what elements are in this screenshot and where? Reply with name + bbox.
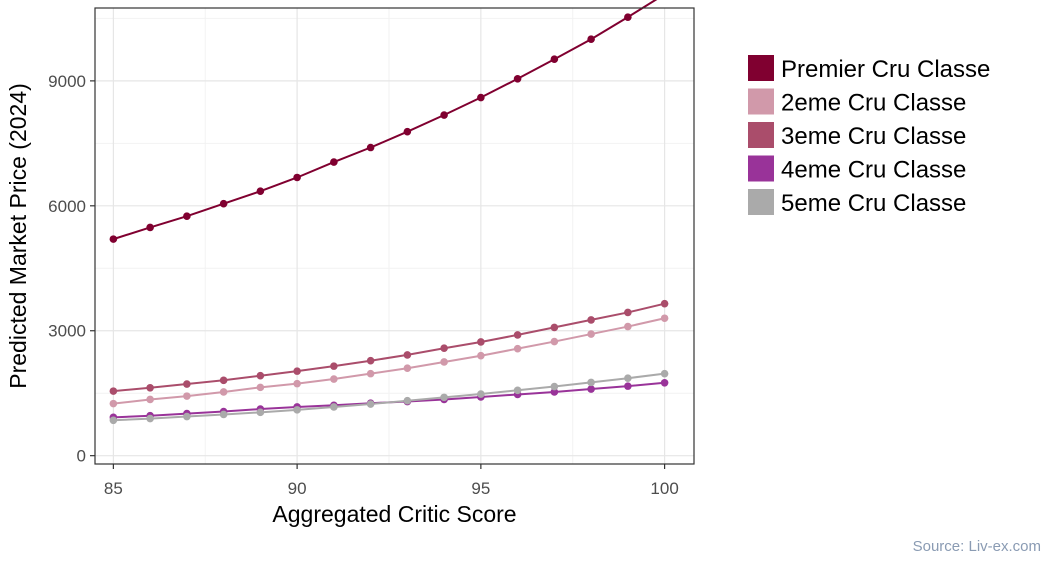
legend-key bbox=[748, 88, 774, 115]
data-point bbox=[513, 344, 522, 353]
data-point bbox=[256, 408, 265, 417]
data-point bbox=[109, 399, 118, 408]
data-point bbox=[660, 299, 669, 308]
legend-label: 3eme Cru Classe bbox=[781, 123, 966, 150]
data-point bbox=[109, 235, 118, 243]
grid bbox=[95, 8, 694, 464]
data-point bbox=[477, 351, 485, 360]
data-point bbox=[513, 386, 522, 395]
data-point bbox=[440, 393, 448, 402]
data-point bbox=[440, 344, 448, 353]
data-point bbox=[660, 378, 669, 387]
data-point bbox=[440, 111, 448, 119]
data-point bbox=[550, 323, 559, 332]
data-point bbox=[587, 385, 595, 393]
panel-border bbox=[94, 7, 695, 465]
data-point bbox=[513, 74, 522, 83]
data-point bbox=[146, 223, 154, 232]
legend-key bbox=[748, 55, 774, 81]
data-point bbox=[366, 369, 375, 378]
data-point bbox=[587, 330, 595, 338]
series-line-0 bbox=[113, 0, 658, 241]
y-tick-label: 3000 bbox=[48, 322, 86, 341]
data-point bbox=[550, 337, 559, 346]
data-point bbox=[624, 374, 632, 383]
y-tick-label: 0 bbox=[77, 447, 86, 466]
data-point bbox=[293, 367, 301, 375]
x-tick-label: 90 bbox=[288, 479, 307, 498]
data-point bbox=[513, 331, 522, 339]
data-point bbox=[219, 199, 228, 208]
data-point bbox=[183, 380, 191, 388]
data-point bbox=[587, 316, 595, 324]
data-point bbox=[219, 410, 228, 419]
data-point bbox=[293, 406, 301, 414]
legend-key bbox=[748, 122, 774, 148]
data-point bbox=[330, 375, 338, 383]
data-point bbox=[366, 143, 375, 152]
data-point bbox=[587, 378, 595, 387]
series-lines bbox=[113, 0, 665, 422]
data-point bbox=[550, 55, 559, 64]
data-point bbox=[624, 382, 632, 390]
legend-label: 4eme Cru Classe bbox=[781, 157, 966, 184]
legend-key bbox=[748, 189, 774, 215]
data-point bbox=[624, 322, 632, 331]
data-point bbox=[183, 392, 191, 400]
data-point bbox=[403, 396, 412, 405]
x-tick-label: 85 bbox=[104, 479, 123, 498]
data-point bbox=[403, 351, 412, 359]
data-point bbox=[256, 187, 265, 196]
data-point bbox=[440, 358, 448, 366]
data-point bbox=[183, 412, 191, 421]
y-axis-title: Predicted Market Price (2024) bbox=[5, 83, 31, 389]
legend-label: Premier Cru Classe bbox=[781, 56, 990, 83]
x-tick-label: 95 bbox=[471, 479, 490, 498]
data-point bbox=[146, 395, 154, 404]
data-point bbox=[550, 382, 559, 391]
data-point bbox=[293, 173, 301, 182]
x-axis-title: Aggregated Critic Score bbox=[272, 501, 516, 527]
data-point bbox=[256, 383, 265, 392]
legend-label: 5eme Cru Classe bbox=[781, 190, 966, 217]
data-point bbox=[146, 414, 154, 423]
data-point bbox=[477, 390, 485, 398]
data-point bbox=[624, 13, 632, 21]
data-point bbox=[330, 362, 338, 370]
data-point bbox=[183, 212, 191, 221]
data-point bbox=[330, 158, 338, 166]
data-point bbox=[109, 387, 118, 395]
legend-label: 2eme Cru Classe bbox=[781, 90, 966, 117]
data-point bbox=[219, 388, 228, 396]
y-tick-label: 6000 bbox=[48, 197, 86, 216]
series-line-1 bbox=[113, 317, 665, 405]
data-point bbox=[366, 400, 375, 408]
data-point bbox=[660, 314, 669, 323]
data-point bbox=[330, 403, 338, 411]
y-tick-label: 9000 bbox=[48, 72, 86, 91]
x-tick-label: 100 bbox=[650, 479, 678, 498]
data-point bbox=[256, 371, 265, 380]
data-point bbox=[550, 388, 559, 396]
data-point bbox=[293, 379, 301, 388]
data-point bbox=[587, 35, 595, 44]
data-point bbox=[366, 356, 375, 365]
data-point bbox=[477, 93, 485, 102]
axes: 85 90 95 100 0 3000 6000 9000 bbox=[48, 72, 679, 498]
data-point bbox=[624, 308, 632, 317]
data-point bbox=[403, 364, 412, 373]
source-note: Source: Liv-ex.com bbox=[912, 538, 1041, 555]
data-point bbox=[146, 383, 154, 392]
legend-key bbox=[748, 155, 774, 182]
series-line-2 bbox=[113, 302, 665, 393]
data-point bbox=[477, 338, 485, 346]
series-points bbox=[109, 13, 669, 425]
data-point bbox=[660, 369, 669, 378]
data-point bbox=[109, 416, 118, 425]
legend: Premier Cru Classe 2eme Cru Classe 3eme Cr… bbox=[748, 55, 990, 217]
data-point bbox=[403, 127, 412, 136]
series-line-4 bbox=[113, 372, 665, 422]
data-point bbox=[219, 376, 228, 385]
